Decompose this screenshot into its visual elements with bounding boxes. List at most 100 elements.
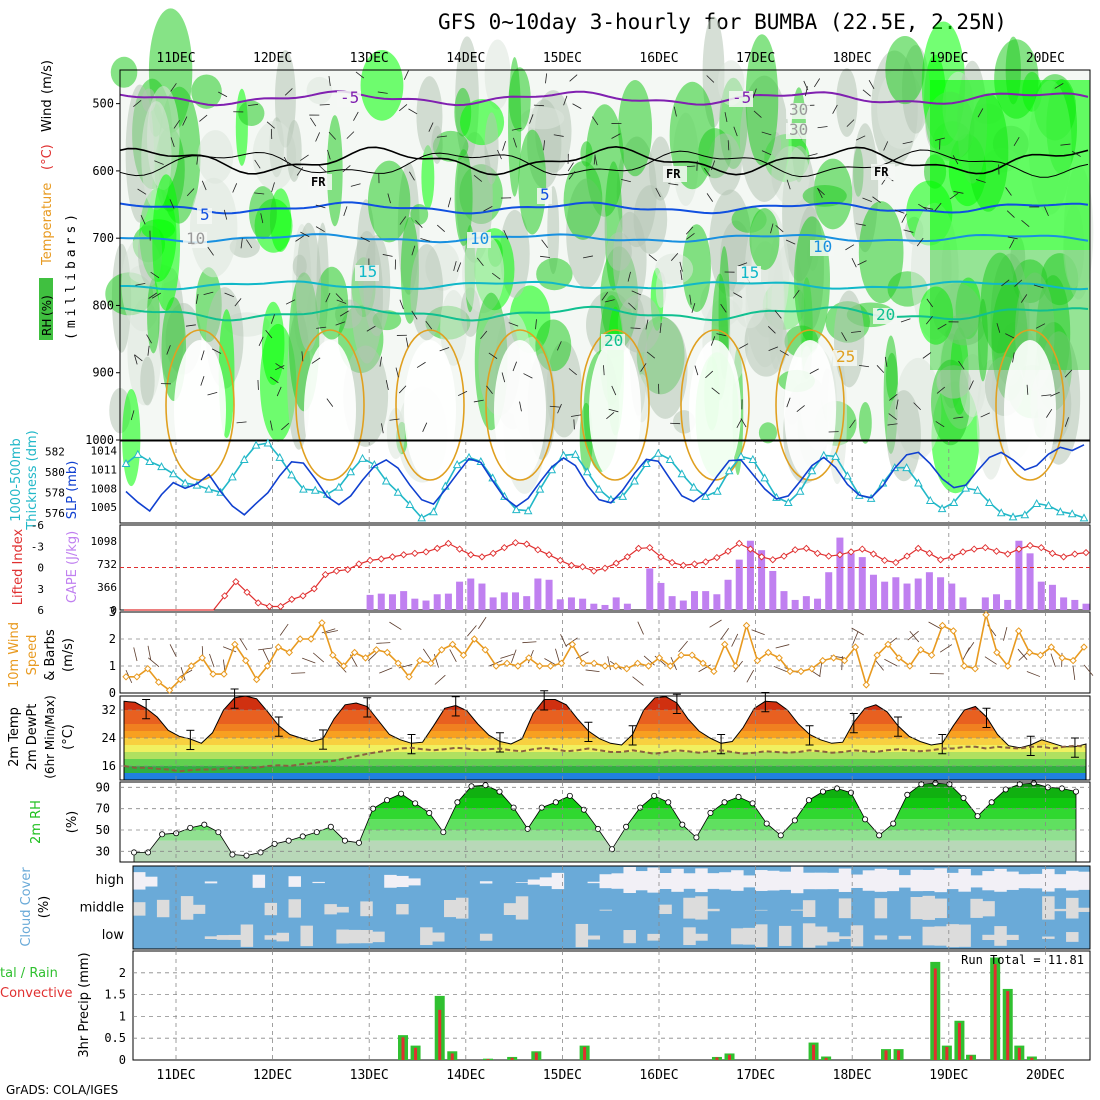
precip-convective-bar — [1017, 1047, 1021, 1060]
wind-barb — [739, 343, 749, 349]
x-tick-label-bottom: 14DEC — [446, 1068, 485, 1083]
cape-bar — [545, 579, 553, 610]
wind-barb — [271, 182, 275, 193]
contour-label: 25 — [836, 347, 855, 366]
wind-barb — [433, 654, 439, 668]
cloud-clear-cell — [1078, 907, 1091, 912]
wind-barb — [659, 323, 662, 334]
wind-speed-line-marker — [329, 651, 337, 659]
slp-line — [125, 444, 1085, 516]
wind-speed-line-marker — [655, 654, 664, 662]
wind-barb — [1033, 284, 1044, 289]
contour-label-bg — [337, 91, 361, 107]
cloud-clear-cell — [1066, 870, 1079, 891]
rh-dry-column — [1004, 340, 1056, 480]
lifted-index-marker — [690, 560, 699, 568]
ylabel-millibars: (millibars) — [64, 210, 79, 340]
wind-barb — [731, 633, 739, 647]
lifted-index-marker — [668, 558, 676, 567]
rh-blob — [930, 80, 1090, 250]
contour-label: 15 — [358, 262, 377, 281]
contour-label: 20 — [876, 305, 895, 324]
ylabel-3hr-precip: 3hr Precip (mm) — [77, 952, 92, 1057]
ylabel-cape-text: CAPE (J/kg) — [65, 531, 80, 603]
rh-marker — [960, 795, 967, 802]
wind-barb — [385, 380, 389, 390]
wind-speed-line-marker — [187, 662, 196, 670]
thickness-line-marker — [204, 484, 214, 493]
rh-marker — [552, 799, 559, 806]
wind-speed-line-marker — [448, 640, 457, 649]
cape-bar — [1048, 584, 1056, 610]
wind-barb — [483, 206, 493, 212]
cloud-clear-cell — [802, 923, 816, 948]
ylabel-wind-unit: (m/s) — [40, 60, 55, 94]
rh-blob — [758, 422, 778, 444]
cloud-clear-cell — [874, 868, 888, 892]
cape-bar — [411, 598, 419, 610]
wind-barb — [279, 623, 289, 636]
wind-barb — [935, 137, 945, 141]
rh-marker — [524, 825, 531, 832]
cloud-clear-cell — [444, 900, 457, 918]
cape-bar — [858, 557, 866, 610]
lifted-index-marker — [321, 570, 329, 579]
cape-bar — [735, 559, 743, 610]
wind-barb — [752, 88, 757, 99]
wind-barb — [611, 385, 617, 396]
cloud-clear-cell — [982, 901, 995, 917]
wind-speed-line-marker — [808, 664, 816, 673]
isotherm-30 — [165, 329, 235, 481]
lifted-index-marker — [869, 550, 878, 558]
cloud-clear-cell — [767, 870, 780, 891]
precip-convective-bar — [401, 1037, 405, 1060]
lifted-index-marker — [757, 553, 766, 561]
wind-barb — [1050, 391, 1060, 397]
rh-blob — [654, 253, 694, 285]
cloud-clear-cell — [934, 868, 947, 893]
wind-barb — [845, 244, 855, 251]
cloud-clear-cell — [348, 929, 361, 944]
wind-barb — [170, 83, 177, 92]
wind-barb — [523, 373, 533, 379]
cloud-clear-cell — [623, 930, 636, 944]
wind-barb — [770, 223, 774, 234]
wind-barb — [851, 330, 862, 333]
rh-marker — [819, 788, 826, 795]
wind-barb — [953, 416, 964, 419]
x-tick-label-bottom: 12DEC — [253, 1068, 292, 1083]
wind-speed-line-marker — [263, 662, 272, 670]
wind-barb — [211, 348, 222, 354]
isotherm-30 — [580, 329, 650, 481]
wind-barb — [311, 357, 321, 364]
cloud-clear-cell — [204, 881, 218, 884]
wind-barb — [488, 352, 498, 359]
precip-convective-bar — [884, 1050, 888, 1060]
wind-speed-line-marker — [764, 648, 773, 657]
cloud-clear-cell — [778, 871, 792, 890]
wind-barb — [1046, 408, 1053, 418]
lifted-index-marker — [992, 547, 1001, 555]
x-tick-label-bottom: 15DEC — [543, 1068, 582, 1083]
cloud-clear-cell — [575, 923, 589, 948]
wind-barb — [862, 89, 871, 97]
rh-dry-column — [494, 340, 546, 480]
thickness-line-marker — [973, 485, 982, 494]
cloud-clear-cell — [527, 879, 541, 885]
thickness-tick-label: 580 — [45, 466, 65, 479]
x-tick-label-top: 14DEC — [446, 51, 485, 66]
wind-barb — [560, 634, 567, 648]
wind-barb — [949, 192, 959, 200]
rh-blob — [836, 68, 858, 137]
wind-barb — [980, 412, 990, 418]
cloud-clear-cell — [898, 935, 912, 940]
cape-bar — [534, 578, 542, 610]
rh-marker — [440, 829, 447, 836]
cloud-clear-cell — [587, 881, 601, 884]
wind-tick-label: 1 — [109, 659, 116, 673]
cloud-clear-cell — [970, 875, 983, 888]
wind-speed-line-marker — [1014, 627, 1023, 635]
cloud-clear-cell — [814, 872, 828, 890]
wind-barb — [1005, 187, 1012, 196]
